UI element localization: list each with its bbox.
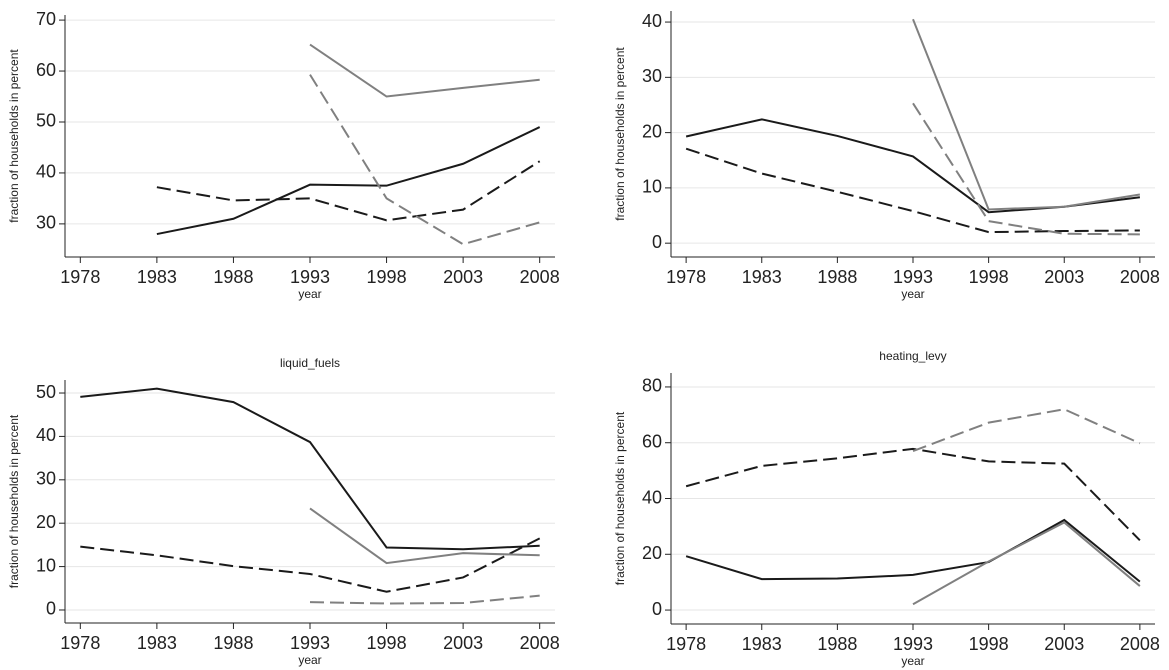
y-tick-label: 40 [36, 162, 56, 182]
y-tick-label: 20 [36, 512, 56, 532]
x-tick-label: 2003 [443, 633, 483, 653]
series-line [156, 126, 541, 236]
y-tick-label: 30 [36, 469, 56, 489]
x-tick-label: 2003 [1044, 267, 1084, 287]
panel-title: liquid_fuels [280, 356, 340, 370]
series-line [309, 507, 540, 565]
y-tick-label: 30 [642, 66, 662, 86]
y-tick-label: 70 [36, 9, 56, 29]
y-tick-label: 40 [36, 425, 56, 445]
y-tick-label: 40 [642, 487, 662, 507]
x-tick-label: 2008 [1120, 267, 1160, 287]
series-line [685, 147, 1140, 234]
x-tick-label: 2003 [1044, 634, 1084, 654]
series-line [80, 537, 541, 593]
series-line [912, 102, 1140, 236]
x-tick-label: 1998 [367, 267, 407, 287]
x-tick-label: 1978 [666, 634, 706, 654]
x-tick-label: 1988 [213, 633, 253, 653]
x-tick-label: 1993 [290, 267, 330, 287]
x-tick-label: 1998 [969, 267, 1009, 287]
y-tick-label: 80 [642, 376, 662, 396]
x-tick-label: 1998 [969, 634, 1009, 654]
series-line [912, 521, 1141, 606]
x-tick-label: 1983 [742, 634, 782, 654]
series-line [156, 160, 541, 222]
y-axis-label: fraction of households in percent [613, 411, 627, 585]
x-axis-label: year [901, 654, 924, 668]
x-tick-label: 1993 [893, 267, 933, 287]
x-tick-label: 1983 [137, 633, 177, 653]
series-line [309, 594, 540, 605]
x-tick-label: 2008 [1120, 634, 1160, 654]
x-tick-label: 1978 [60, 267, 100, 287]
y-tick-label: 0 [652, 232, 662, 252]
panel-title: heating_levy [879, 349, 946, 363]
x-tick-label: 1988 [213, 267, 253, 287]
y-axis-label: fraction of households in percent [613, 47, 627, 221]
y-tick-label: 10 [642, 177, 662, 197]
y-tick-label: 10 [36, 555, 56, 575]
x-tick-label: 1998 [367, 633, 407, 653]
x-tick-label: 2003 [443, 267, 483, 287]
x-tick-label: 2008 [520, 267, 560, 287]
y-tick-label: 0 [652, 599, 662, 619]
y-tick-label: 50 [36, 382, 56, 402]
series-line [685, 518, 1141, 583]
x-tick-label: 1993 [893, 634, 933, 654]
series-line [80, 387, 540, 551]
series-line [912, 408, 1141, 453]
series-line [685, 118, 1141, 214]
x-tick-label: 1983 [742, 267, 782, 287]
x-tick-label: 1978 [666, 267, 706, 287]
y-tick-label: 0 [46, 599, 56, 619]
y-tick-label: 60 [642, 431, 662, 451]
y-tick-label: 40 [642, 11, 662, 31]
y-tick-label: 20 [642, 121, 662, 141]
x-tick-label: 1983 [137, 267, 177, 287]
x-tick-label: 2008 [520, 633, 560, 653]
x-axis-label: year [298, 653, 321, 667]
series-line [685, 447, 1141, 542]
x-tick-label: 1988 [817, 634, 857, 654]
x-axis-label: year [298, 287, 321, 301]
series-line [912, 18, 1141, 211]
x-tick-label: 1993 [290, 633, 330, 653]
y-tick-label: 20 [642, 543, 662, 563]
y-tick-label: 50 [36, 111, 56, 131]
x-tick-label: 1988 [817, 267, 857, 287]
series-line [309, 43, 540, 98]
y-axis-label: fraction of households in percent [7, 49, 21, 223]
y-axis-label: fraction of households in percent [7, 414, 21, 588]
series-line [309, 74, 540, 246]
y-tick-label: 30 [36, 213, 56, 233]
y-tick-label: 60 [36, 60, 56, 80]
x-tick-label: 1978 [60, 633, 100, 653]
x-axis-label: year [901, 287, 924, 301]
